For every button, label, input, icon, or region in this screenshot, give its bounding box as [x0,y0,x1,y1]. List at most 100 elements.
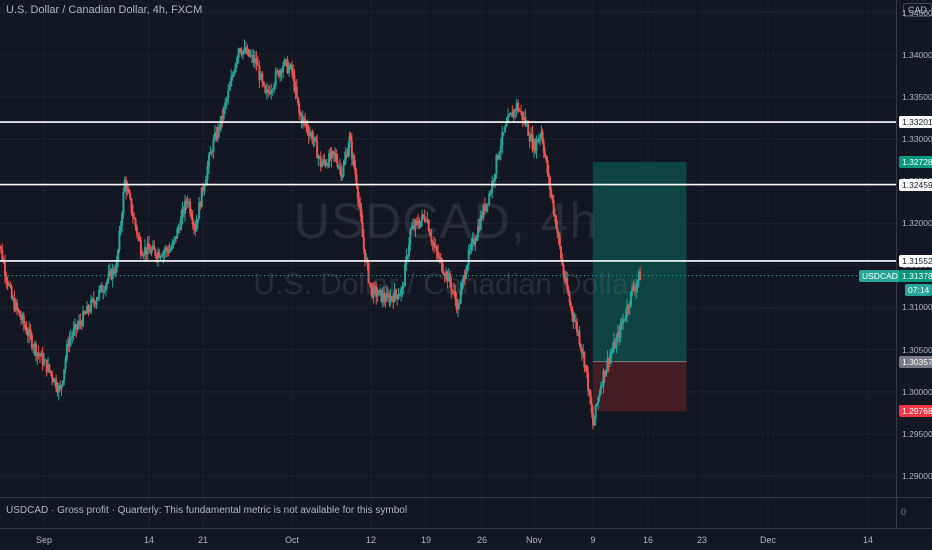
candle-body [517,102,520,111]
candle-body [10,286,13,299]
candle-body [155,255,158,259]
candle-body [393,289,396,303]
candle-body [430,235,433,242]
candle-body [512,109,515,118]
candle-body [167,250,170,253]
candle-body [486,203,489,205]
bar-countdown-badge: 07:14 [905,283,932,296]
candle-body [533,141,535,150]
candle-body [121,214,124,226]
candle-body [79,320,82,323]
candle-body [274,71,277,86]
candle-body [509,112,512,115]
candle-body [350,140,353,159]
candle-body [286,59,289,74]
candle-body [227,90,230,99]
candle-body [180,216,183,230]
candle-body [59,385,62,389]
candle-body [628,305,631,308]
candle-body [501,132,504,147]
candle-body [88,311,91,313]
candle-body [540,131,543,137]
candle-body [355,175,358,186]
candle-body [96,297,99,301]
candle-body [296,97,299,104]
candle-body [622,319,625,324]
candle-body [261,73,264,82]
candle-body [597,397,600,404]
candle-body [280,70,283,73]
candle-body [299,112,302,115]
candle-body [551,195,554,201]
fundamental-note: USDCAD · Gross profit · Quarterly: This … [6,505,408,516]
date-tick-label: 21 [197,535,209,545]
candles [0,39,642,430]
candle-body [429,231,431,236]
candle-body [139,240,142,256]
candle-body [199,202,202,208]
candle-body [159,256,162,258]
candle-body [396,294,399,299]
candle-body [48,364,51,371]
candle-body [213,132,216,140]
candle-body [176,228,179,239]
candle-body [547,173,550,177]
candle-body [454,291,457,300]
date-tick-label: 16 [642,535,654,545]
candle-body [215,132,218,140]
candle-body [300,114,303,123]
candle-body [84,313,87,315]
candle-body [624,316,627,320]
candle-body [389,296,392,303]
candle-body [243,47,246,51]
candle-body [478,225,481,230]
candle-body [632,287,635,290]
candle-body [372,285,375,298]
candle-body [99,285,102,290]
candle-body [106,280,109,285]
candle-body [114,272,117,274]
level-price-badge: 1.33201 [899,116,932,129]
candle-body [530,134,533,142]
candle-body [186,202,189,204]
candle-body [28,329,31,336]
candle-body [534,141,537,152]
candle-body [8,284,10,286]
price-tick-label: 1.31000 [902,302,932,313]
candle-body [100,285,103,293]
candle-body [45,359,48,373]
candle-body [206,166,209,180]
candle-body [469,249,471,251]
horizontal-levels[interactable] [0,121,896,277]
candle-body [245,47,248,54]
candle-body [556,228,559,233]
candle-body [72,328,75,336]
candle-body [271,89,274,91]
candle-body [168,249,171,253]
candle-body [5,275,8,281]
candle-body [524,116,527,125]
candle-body [67,344,70,347]
candle-body [611,349,614,353]
candle-body [133,216,136,219]
candle-body [18,311,21,317]
candle-body [346,154,349,157]
candle-body [371,287,374,298]
candle-body [419,220,422,227]
candle-body [504,126,507,133]
candle-body [418,225,421,227]
candle-body [342,164,345,177]
candle-body [294,86,297,92]
candle-body [394,289,397,295]
price-tick-label: 1.30500 [902,344,932,355]
candle-body [518,110,521,112]
candle-body [20,316,23,320]
candle-body [329,153,332,159]
candle-body [38,354,41,357]
candle-body [439,257,442,259]
candle-body [426,220,429,222]
candle-body [65,344,68,359]
candle-body [376,295,379,297]
